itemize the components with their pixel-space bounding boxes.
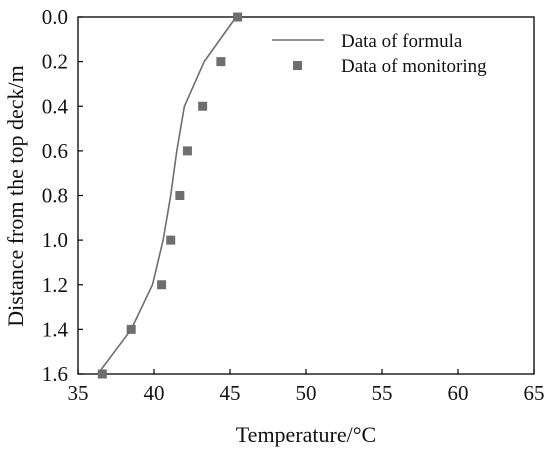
monitoring-point bbox=[97, 369, 107, 379]
x-tick-label: 55 bbox=[372, 381, 393, 405]
legend: Data of formula Data of monitoring bbox=[272, 31, 487, 77]
monitoring-point bbox=[166, 235, 176, 245]
y-tick-label: 0.6 bbox=[42, 139, 68, 163]
monitoring-point bbox=[198, 101, 208, 111]
x-tick-label: 40 bbox=[144, 381, 165, 405]
x-axis-title: Temperature/°C bbox=[236, 422, 376, 447]
x-tick-label: 60 bbox=[448, 381, 469, 405]
plot-area bbox=[97, 12, 243, 379]
monitoring-point bbox=[126, 324, 136, 334]
monitoring-point bbox=[157, 280, 167, 290]
legend-label-formula: Data of formula bbox=[341, 31, 463, 52]
x-tick-label: 35 bbox=[68, 381, 89, 405]
x-tick-label: 45 bbox=[220, 381, 241, 405]
y-axis-title: Distance from the top deck/m bbox=[3, 65, 28, 326]
y-tick-label: 1.4 bbox=[42, 317, 69, 341]
monitoring-point bbox=[182, 146, 192, 156]
x-tick-label: 65 bbox=[524, 381, 545, 405]
legend-label-monitoring: Data of monitoring bbox=[341, 56, 487, 77]
monitoring-point bbox=[175, 191, 185, 200]
x-tick-label: 50 bbox=[296, 381, 317, 405]
y-tick-label: 1.0 bbox=[42, 228, 68, 252]
legend-square-swatch bbox=[293, 61, 302, 70]
formula-curve bbox=[97, 16, 237, 375]
y-tick-label: 0.8 bbox=[42, 184, 68, 208]
y-tick-label: 0.4 bbox=[42, 94, 69, 118]
x-axis-ticks: 35 40 45 50 55 60 65 bbox=[68, 369, 545, 405]
monitoring-point bbox=[216, 57, 226, 67]
monitoring-point bbox=[233, 12, 243, 22]
y-tick-label: 1.2 bbox=[42, 273, 68, 297]
y-tick-label: 0.2 bbox=[42, 50, 68, 74]
y-tick-label: 0.0 bbox=[42, 5, 68, 29]
y-tick-label: 1.6 bbox=[42, 362, 68, 386]
y-axis-ticks: 0.0 0.2 0.4 0.6 0.8 1.0 1.2 1.4 1.6 bbox=[42, 5, 83, 386]
